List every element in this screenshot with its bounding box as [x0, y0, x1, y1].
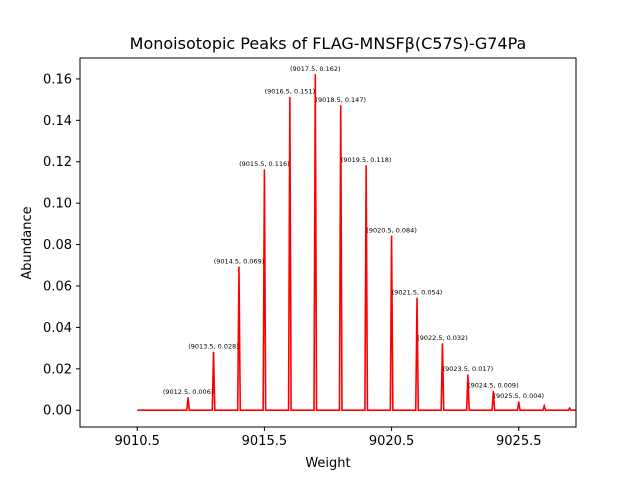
data-point-peak-10 [416, 297, 418, 300]
data-point-peak-14 [517, 401, 520, 403]
data-label-peak-2: (9013.5, 0.028) [188, 342, 239, 350]
data-point-peak-1 [187, 397, 189, 399]
data-label-peak-4: (9015.5, 0.116) [239, 160, 290, 168]
data-label-peak-11: (9022.5, 0.032) [417, 334, 468, 342]
data-label-peak-14: (9025.5, 0.004) [493, 392, 544, 400]
data-label-peak-5: (9016.5, 0.151) [265, 88, 316, 96]
y-tick-label-8: 0.14 [43, 114, 72, 129]
data-label-peak-10: (9021.5, 0.054) [392, 288, 443, 296]
data-point-peak-15 [543, 405, 546, 407]
x-tick-label-1: 9010.5 [114, 434, 160, 449]
data-point-peak-5 [289, 96, 291, 99]
series-line [137, 74, 576, 412]
plot-area: (9012.5, 0.006) (9013.5, 0.028) (9014.5, 0… [43, 65, 576, 449]
y-tick-label-6: 0.10 [43, 197, 72, 212]
data-point-peak-9 [390, 235, 393, 238]
y-tick-label-9: 0.16 [43, 72, 72, 87]
y-tick-label-4: 0.06 [43, 279, 72, 294]
data-point-peak-3 [238, 266, 240, 269]
y-axis-label: Abundance [20, 206, 35, 279]
data-point-peak-6 [314, 73, 317, 76]
data-point-peak-16 [568, 407, 571, 409]
data-label-peak-9: (9020.5, 0.084) [366, 226, 417, 234]
data-point-peak-8 [365, 165, 367, 167]
data-label-peak-12: (9023.5, 0.017) [443, 365, 494, 373]
data-point-peak-12 [467, 374, 469, 376]
data-point-peak-7 [339, 105, 342, 107]
data-label-peak-1: (9012.5, 0.006) [163, 388, 214, 396]
x-tick-label-3: 9020.5 [369, 434, 415, 449]
data-label-peak-3: (9014.5, 0.069) [214, 257, 265, 265]
data-point-peak-13 [492, 390, 495, 393]
x-tick-label-2: 9015.5 [242, 434, 288, 449]
y-tick-label-5: 0.08 [43, 238, 72, 253]
x-axis-label: Weight [305, 456, 350, 471]
data-point-peak-4 [263, 169, 266, 171]
y-tick-label-7: 0.12 [43, 155, 72, 170]
chart-title: Monoisotopic Peaks of FLAG-MNSFβ(C57S)-G… [130, 34, 527, 53]
y-tick-label-3: 0.04 [43, 321, 72, 336]
x-tick-label-4: 9025.5 [496, 434, 542, 449]
data-label-peak-8: (9019.5, 0.118) [341, 156, 392, 164]
data-point-peak-2 [212, 351, 215, 354]
data-label-peak-13: (9024.5, 0.009) [468, 382, 519, 390]
data-label-peak-7: (9018.5, 0.147) [315, 96, 366, 104]
plot-frame [79, 57, 577, 428]
data-point-peak-11 [441, 343, 444, 345]
y-tick-label-1: 0.00 [43, 404, 72, 419]
data-label-peak-6: (9017.5, 0.162) [290, 65, 341, 73]
y-tick-label-2: 0.02 [43, 362, 72, 377]
